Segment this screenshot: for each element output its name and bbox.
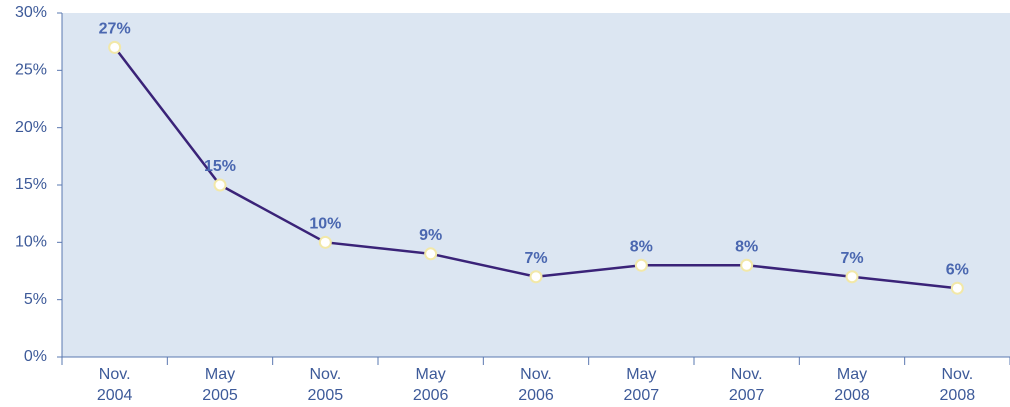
data-label: 10% xyxy=(309,216,341,233)
x-tick-label: May 2006 xyxy=(412,366,449,404)
marker xyxy=(740,258,754,272)
marker xyxy=(529,270,543,284)
data-label: 7% xyxy=(840,250,863,267)
marker xyxy=(634,258,648,272)
marker xyxy=(318,235,332,249)
data-label: 27% xyxy=(99,21,131,38)
x-tick-label: May 2005 xyxy=(202,366,238,404)
x-tick-label: May 2008 xyxy=(834,366,870,404)
y-tick-label: 30% xyxy=(15,4,47,21)
data-label: 8% xyxy=(630,238,653,255)
marker xyxy=(950,281,964,295)
marker xyxy=(108,40,122,54)
x-tick-label: Nov. 2008 xyxy=(939,366,976,404)
data-label: 6% xyxy=(946,261,969,278)
x-tick-label: Nov. 2005 xyxy=(307,366,344,404)
y-tick-label: 5% xyxy=(24,291,47,308)
data-label: 9% xyxy=(419,227,442,244)
plot-area xyxy=(62,13,1010,357)
y-tick-label: 20% xyxy=(15,119,47,136)
y-tick-label: 25% xyxy=(15,62,47,79)
marker xyxy=(424,247,438,261)
data-label: 8% xyxy=(735,238,758,255)
x-tick-label: Nov. 2007 xyxy=(728,366,765,404)
y-tick-label: 15% xyxy=(15,176,47,193)
marker xyxy=(213,178,227,192)
data-label: 15% xyxy=(204,158,236,175)
y-tick-label: 0% xyxy=(24,348,47,365)
y-tick-label: 10% xyxy=(15,234,47,251)
data-label: 7% xyxy=(524,250,547,267)
marker xyxy=(845,270,859,284)
x-tick-label: May 2007 xyxy=(623,366,660,404)
x-tick-label: Nov. 2004 xyxy=(96,366,133,404)
x-tick-label: Nov. 2006 xyxy=(518,366,554,404)
